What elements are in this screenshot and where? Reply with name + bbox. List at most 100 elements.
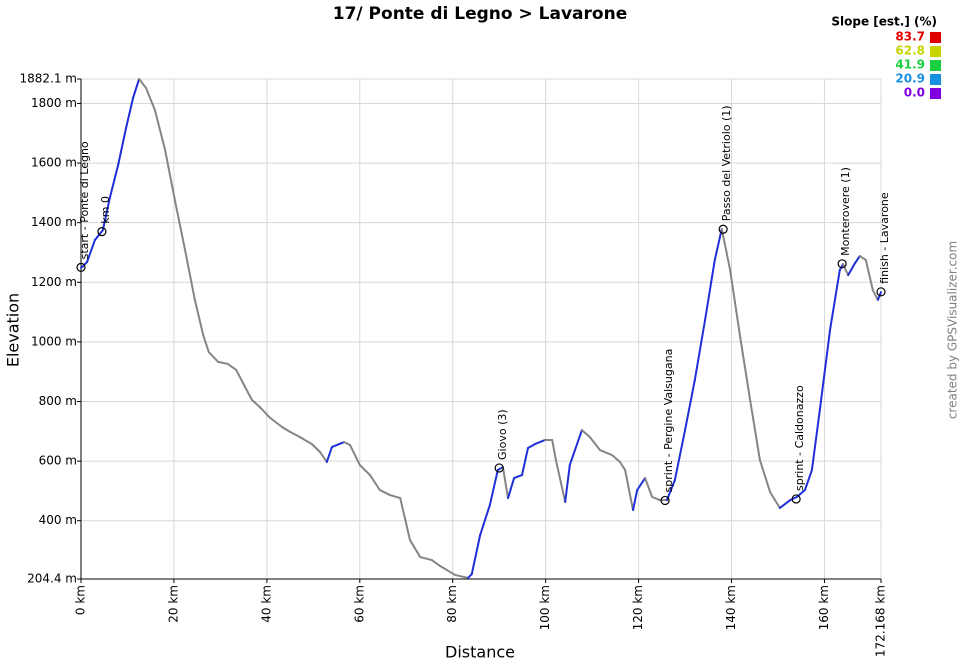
x-axis-label: Distance [445,643,515,660]
profile-segment [289,430,301,438]
profile-segment [580,429,591,438]
profile-segment [419,556,433,562]
legend-swatch [930,74,941,85]
profile-segment [298,435,313,446]
profile-segment [611,454,622,463]
profile-segment [554,458,567,503]
profile-segment [439,565,457,576]
x-tick-label: 160 km [817,585,831,630]
y-tick-label: 1882.1 m [20,72,78,86]
waypoint-marker [791,494,801,504]
profile-segment [533,438,547,446]
profile-segment [250,399,261,409]
profile-segment [399,497,411,542]
legend-label: 20.9 [895,72,925,86]
x-tick-label: 172.168 km [874,585,888,657]
profile-segment [588,435,602,452]
profile-segment [632,489,639,511]
profile-segment [513,474,523,480]
waypoint-marker [837,259,847,269]
profile-segment [599,449,614,457]
profile-segment [389,494,402,500]
profile-segment [507,477,516,500]
waypoint-label: km 0 [99,196,112,224]
profile-segment [358,463,372,477]
waypoint-marker [494,463,504,473]
profile-segment [193,298,205,337]
profile-segment [501,466,510,500]
profile-segment [720,227,732,272]
profile-segment [235,368,246,387]
profile-segment [810,409,821,472]
waypoint-label: start - Ponte di Legno [78,141,91,259]
x-tick-label: 140 km [724,585,738,630]
legend-swatch [930,60,941,71]
profile-segment [349,444,361,466]
y-tick-label: 1200 m [31,275,77,289]
profile-segment [769,491,781,509]
y-tick-label: 204.4 m [27,572,77,586]
profile-segment [479,503,491,537]
profile-segment [86,238,96,264]
y-tick-label: 1000 m [31,334,77,348]
profile-segment [281,426,292,433]
legend-title: Slope [est.] (%) [831,15,937,29]
waypoint-label: Passo del Vetriolo (1) [720,105,733,221]
waypoint-marker [876,287,886,297]
x-tick-label: 0 km [74,585,88,615]
y-tick-label: 800 m [39,394,77,408]
profile-segment [778,499,792,509]
legend-label: 62.8 [895,44,925,58]
profile-segment [684,379,696,432]
profile-segment [636,477,647,492]
profile-segment [488,469,499,506]
profile-segment [871,289,879,301]
y-axis-label: Elevation [4,293,23,367]
profile-segment [430,559,442,568]
y-tick-label: 400 m [39,513,77,527]
profile-segment [619,460,627,472]
profile-segment [173,199,187,252]
profile-segment [202,334,210,354]
profile-segment [258,406,272,419]
profile-segment [704,258,716,322]
profile-segment [207,351,220,363]
profile-segment [408,539,422,559]
profile-segment [325,446,333,463]
waypoint-label: Giovo (3) [496,409,509,460]
profile-segment [803,469,813,492]
profile-segment [644,477,654,498]
legend-label: 83.7 [895,30,925,44]
profile-segment [108,163,120,199]
profile-segment [568,429,583,466]
profile-segment [330,441,345,449]
profile-segment [651,495,661,502]
profile-segment [310,443,321,453]
x-tick-label: 40 km [259,585,273,623]
profile-segment [693,319,707,382]
y-tick-label: 1400 m [31,215,77,229]
x-tick-label: 80 km [445,585,459,623]
profile-segment [269,416,284,429]
profile-segment [624,469,635,511]
profile-segment [369,474,381,492]
profile-segment [226,362,238,371]
y-tick-label: 1800 m [31,96,77,110]
profile-segment [854,255,861,264]
profile-segment [454,573,470,579]
legend-label: 41.9 [895,58,925,72]
profile-segment [842,263,850,277]
profile-segment [789,495,799,502]
x-tick-label: 20 km [166,585,180,623]
profile-segment [847,261,857,277]
profile-segment [378,489,392,497]
profile-segment [125,97,135,129]
profile-segment [758,458,772,494]
profile-segment [145,86,156,112]
profile-segment [673,429,687,482]
profile-segment [818,328,832,412]
profile-segment [551,438,557,461]
profile-segment [217,360,229,365]
waypoint-marker [718,224,728,234]
